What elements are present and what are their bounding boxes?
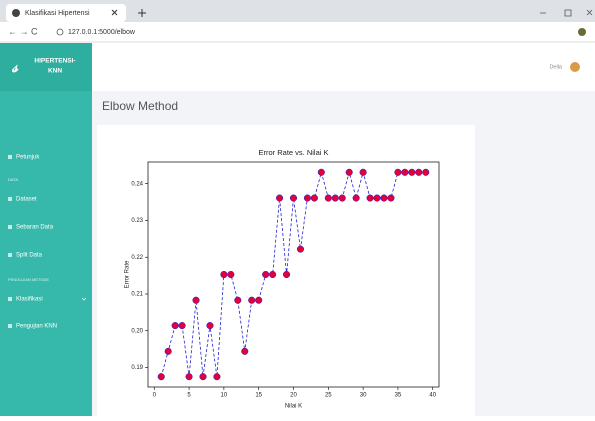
- brand-name: KNN: [48, 68, 62, 75]
- sidebar-icon: [8, 253, 12, 257]
- data-point: [269, 271, 276, 278]
- data-point: [367, 195, 374, 202]
- x-tick-label: 25: [325, 393, 332, 399]
- data-point: [276, 195, 283, 202]
- url[interactable]: 127.0.0.1:5000/elbow: [68, 29, 136, 36]
- sidebar-icon: [8, 155, 12, 159]
- x-axis-label: Nilai K: [285, 404, 302, 410]
- y-tick-label: 0.22: [131, 255, 143, 261]
- data-point: [402, 169, 409, 176]
- data-point: [332, 195, 339, 202]
- sidebar-section: PENGUJIAN METODE: [8, 277, 49, 282]
- sidebar-section: DATA: [8, 177, 18, 182]
- tab-title: Klasifikasi Hipertensi: [25, 10, 90, 17]
- data-point: [207, 322, 214, 329]
- sidebar-item[interactable]: Sebaran Data: [16, 225, 54, 231]
- user-name[interactable]: Della: [549, 64, 562, 70]
- data-point: [353, 195, 360, 202]
- y-tick-label: 0.24: [131, 181, 143, 187]
- data-point: [395, 169, 402, 176]
- data-point: [228, 271, 235, 278]
- data-point: [388, 195, 395, 202]
- sidebar-item[interactable]: Dataset: [16, 197, 37, 203]
- sidebar-icon: [8, 324, 12, 328]
- data-point: [339, 195, 346, 202]
- tab-icon: [12, 9, 20, 17]
- data-point: [200, 373, 207, 380]
- y-tick-label: 0.20: [131, 328, 143, 334]
- sidebar-icon: [8, 297, 12, 301]
- x-tick-label: 15: [255, 393, 262, 399]
- data-point: [193, 297, 200, 304]
- sidebar-item[interactable]: Split Data: [16, 253, 43, 259]
- y-tick-label: 0.19: [131, 365, 143, 371]
- page-title: Elbow Method: [102, 99, 178, 113]
- data-point: [221, 271, 228, 278]
- user-avatar[interactable]: [570, 62, 580, 72]
- data-point: [346, 169, 353, 176]
- data-point: [297, 246, 304, 253]
- sidebar-item[interactable]: Pengujian KNN: [16, 324, 57, 330]
- y-tick-label: 0.23: [131, 218, 143, 224]
- sidebar-item[interactable]: Klasifikasi: [16, 297, 43, 303]
- sidebar-icon: [8, 225, 12, 229]
- sidebar-icon: [8, 197, 12, 201]
- data-point: [304, 195, 311, 202]
- x-tick-label: 40: [429, 393, 436, 399]
- brand-name: HIPERTENSI-: [34, 58, 75, 65]
- data-point: [262, 271, 269, 278]
- topbar: [92, 43, 595, 91]
- data-point: [409, 169, 416, 176]
- data-point: [241, 348, 248, 355]
- data-point: [422, 169, 429, 176]
- data-point: [283, 271, 290, 278]
- y-axis-label: Error Rate: [125, 260, 131, 288]
- data-point: [186, 373, 193, 380]
- data-point: [248, 297, 255, 304]
- page: Klasifikasi Hipertensi ← → C 127.0.0.1:5…: [0, 0, 595, 416]
- nav-buttons[interactable]: ← → C: [8, 26, 38, 36]
- data-point: [290, 195, 297, 202]
- x-tick-label: 10: [221, 393, 228, 399]
- data-point: [311, 195, 318, 202]
- data-point: [179, 322, 186, 329]
- data-point: [158, 373, 165, 380]
- x-tick-label: 35: [395, 393, 402, 399]
- data-point: [318, 169, 325, 176]
- data-point: [172, 322, 179, 329]
- data-point: [416, 169, 423, 176]
- profile-icon[interactable]: [578, 28, 586, 36]
- x-tick-label: 20: [290, 393, 297, 399]
- data-point: [235, 297, 242, 304]
- data-point: [165, 348, 172, 355]
- chart-title: Error Rate vs. Nilai K: [258, 148, 328, 157]
- data-point: [374, 195, 381, 202]
- y-tick-label: 0.21: [131, 292, 143, 298]
- data-point: [255, 297, 262, 304]
- sidebar-item[interactable]: Petunjuk: [16, 155, 40, 161]
- data-point: [360, 169, 367, 176]
- data-point: [325, 195, 332, 202]
- data-point: [214, 373, 221, 380]
- data-point: [381, 195, 388, 202]
- brand-logo: 𝓈: [11, 59, 19, 76]
- x-tick-label: 30: [360, 393, 367, 399]
